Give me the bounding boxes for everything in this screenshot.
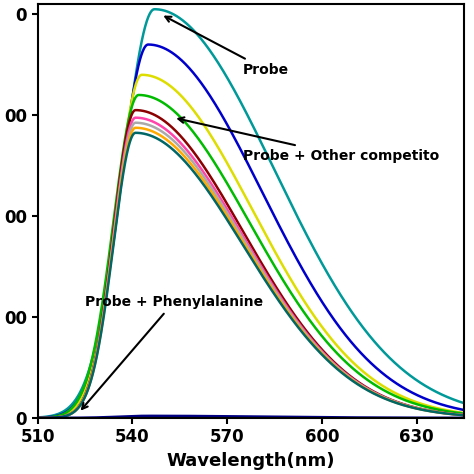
Text: Probe + Other competito: Probe + Other competito <box>178 118 439 163</box>
Text: Probe: Probe <box>165 17 289 77</box>
X-axis label: Wavelength(nm): Wavelength(nm) <box>166 452 335 470</box>
Text: Probe + Phenylalanine: Probe + Phenylalanine <box>82 295 263 409</box>
